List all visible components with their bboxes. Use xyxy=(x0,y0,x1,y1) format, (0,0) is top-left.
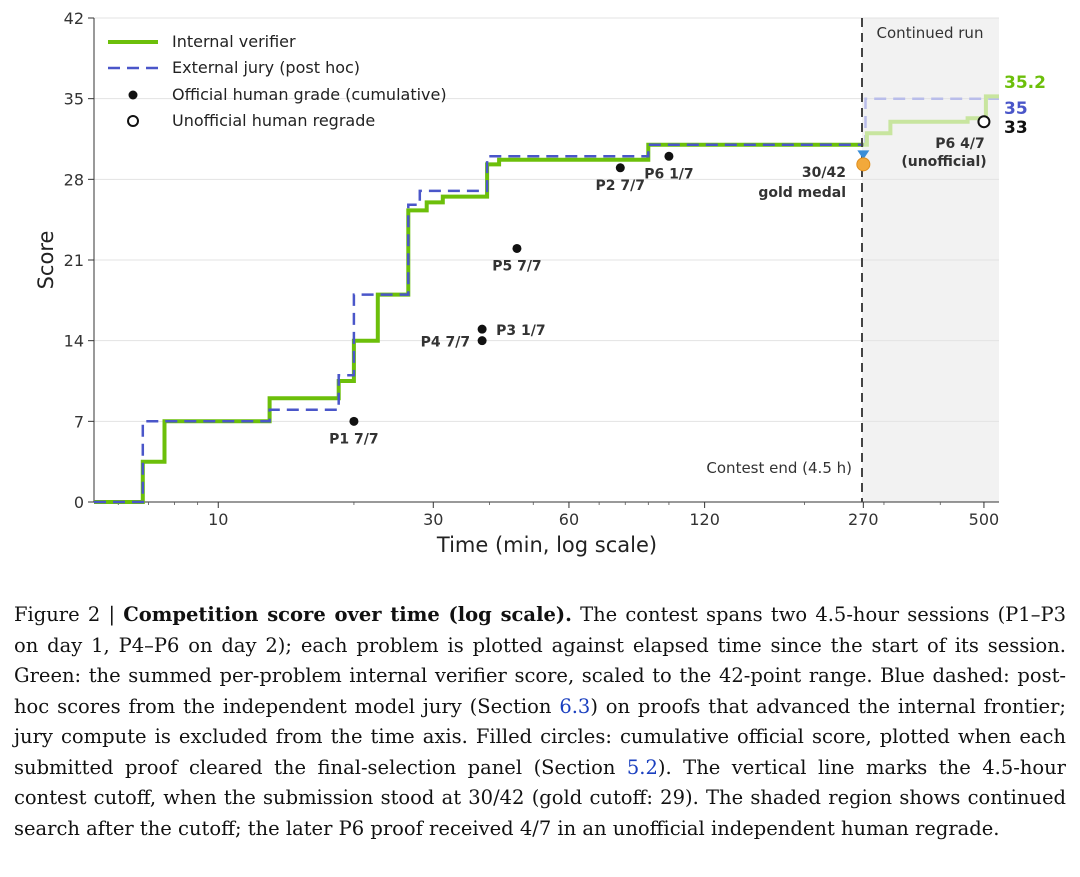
y-tick-label-28: 28 xyxy=(64,170,84,189)
y-tick-label-42: 42 xyxy=(64,9,84,28)
x-tick-label-270: 270 xyxy=(848,510,879,529)
p6-regrade-label-line2: (unofficial) xyxy=(901,154,986,170)
y-axis-ticks: 0 7 14 21 28 35 42 xyxy=(64,9,94,512)
y-tick-label-35: 35 xyxy=(64,90,84,109)
final-value-label: 35.2 xyxy=(1004,73,1046,93)
caption-section-link-2[interactable]: 5.2 xyxy=(626,755,658,779)
unofficial-regrade-point xyxy=(977,115,991,129)
final-value-label: 35 xyxy=(1004,99,1028,119)
caption-text-2: ) on proofs that advanced the internal f… xyxy=(14,694,1066,779)
x-tick-label-10: 10 xyxy=(208,510,228,529)
gold-medal-icon xyxy=(856,157,871,172)
official-grade-point xyxy=(664,151,674,161)
caption-text-3: ). The vertical line marks the 4.5-hour … xyxy=(14,755,1067,840)
x-tick-label-500: 500 xyxy=(969,510,1000,529)
official-grade-label: P1 7/7 xyxy=(329,431,378,447)
official-grade-label: P4 7/7 xyxy=(421,335,470,351)
official-grade-label: P2 7/7 xyxy=(596,178,645,194)
medal-layer xyxy=(856,150,871,172)
y-tick-label-7: 7 xyxy=(74,412,84,431)
external-jury-line xyxy=(94,143,864,504)
legend: Internal verifier External jury (post ho… xyxy=(108,32,447,130)
continued-run-internal-verifier-line xyxy=(863,94,999,147)
y-tick-label-0: 0 xyxy=(74,493,84,512)
official-grade-point xyxy=(512,243,522,253)
caption-text-1: The contest spans two 4.5-hour sessions … xyxy=(14,603,1066,718)
official-grade-label: P3 1/7 xyxy=(496,323,545,339)
p6-regrade-label-line1: P6 4/7 xyxy=(935,136,984,152)
x-tick-label-60: 60 xyxy=(559,510,579,529)
figure-caption: Figure 2 | Competition score over time (… xyxy=(14,600,1066,844)
y-tick-label-21: 21 xyxy=(64,251,84,270)
official-grade-label: P5 7/7 xyxy=(492,258,541,274)
contest-end-label: Contest end (4.5 h) xyxy=(706,459,852,477)
caption-title: Competition score over time (log scale). xyxy=(123,603,572,626)
gold-medal-label: gold medal xyxy=(758,185,846,201)
internal-verifier-line xyxy=(94,142,864,504)
x-axis-ticks: 10 30 60 120 270 500 xyxy=(117,502,1000,529)
score-over-time-chart: 0 7 14 21 28 35 42 10 30 60 120 270 500 P1 7/7 P4 7/… xyxy=(34,9,1046,557)
legend-marker-official-grade xyxy=(128,90,138,100)
x-axis-title: Time (min, log scale) xyxy=(436,533,657,557)
official-grade-label: P6 1/7 xyxy=(644,166,693,182)
legend-label-internal-verifier: Internal verifier xyxy=(172,32,296,51)
official-grade-point xyxy=(477,324,487,334)
continued-run-label: Continued run xyxy=(877,24,984,42)
legend-marker-unofficial-regrade xyxy=(127,115,139,127)
points-layer: P1 7/7 P4 7/7 P3 1/7 P5 7/7 P2 7/7P6 1/7 xyxy=(329,115,991,447)
gold-score-label: 30/42 xyxy=(802,165,846,181)
series-layer xyxy=(94,94,999,504)
caption-prefix: Figure 2 | xyxy=(14,603,124,626)
legend-label-external-jury: External jury (post hoc) xyxy=(172,58,360,77)
medal-ribbon-icon xyxy=(857,150,870,160)
y-axis-title: Score xyxy=(34,231,58,290)
y-tick-label-14: 14 xyxy=(64,332,84,351)
x-tick-label-30: 30 xyxy=(423,510,443,529)
final-value-label: 33 xyxy=(1004,118,1028,138)
caption-section-link-1[interactable]: 6.3 xyxy=(559,694,591,718)
legend-label-unofficial-regrade: Unofficial human regrade xyxy=(172,111,375,130)
official-grade-point xyxy=(477,336,487,346)
official-grade-point xyxy=(349,416,359,426)
legend-label-official-grade: Official human grade (cumulative) xyxy=(172,85,447,104)
x-tick-label-120: 120 xyxy=(689,510,720,529)
official-grade-point xyxy=(615,163,625,173)
